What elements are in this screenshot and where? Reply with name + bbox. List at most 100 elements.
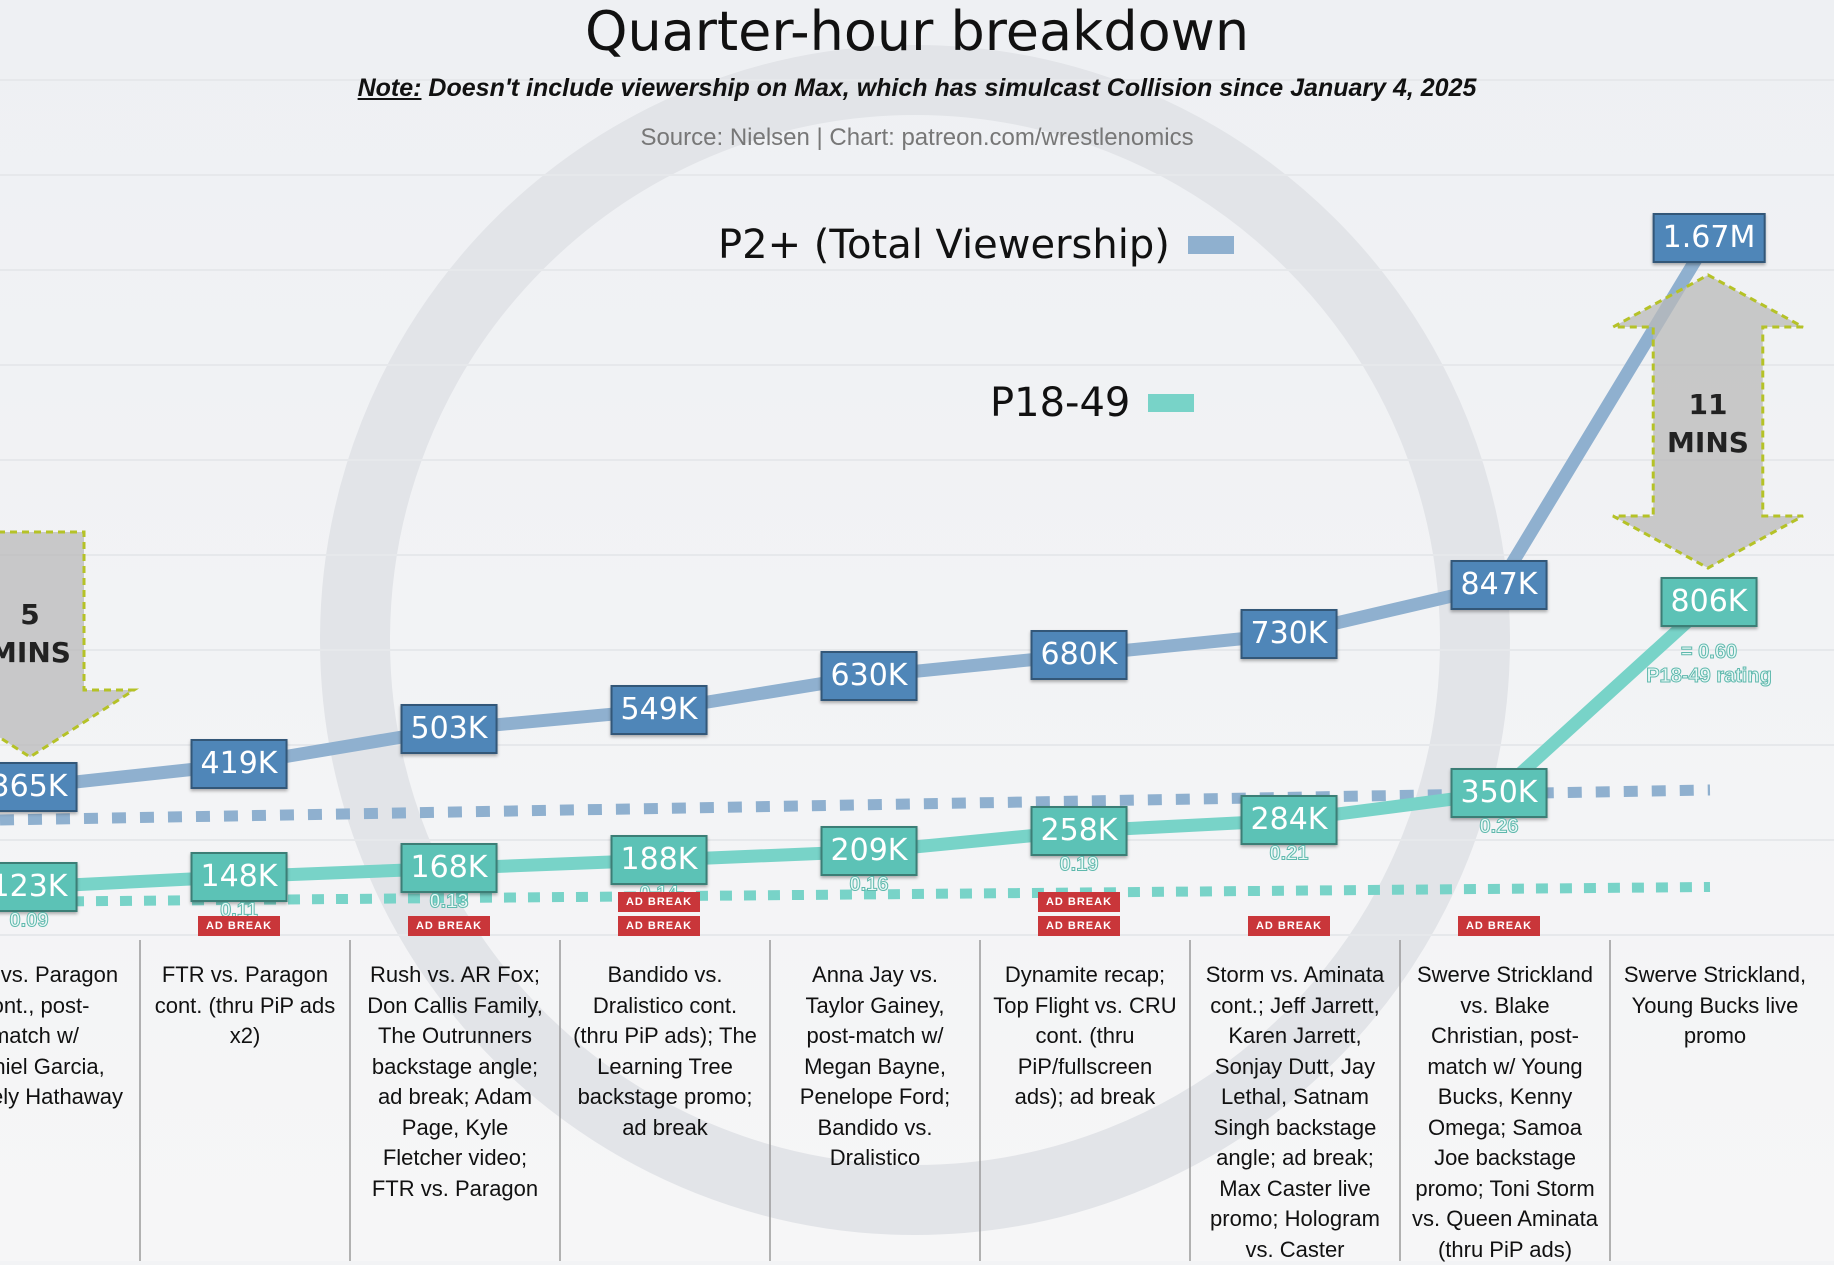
segment-line: cont. (thru PiP ads xyxy=(140,991,350,1022)
p18-value-label: 148K xyxy=(191,852,288,902)
segment-description: Rush vs. AR Fox;Don Callis Family,The Ou… xyxy=(350,960,560,1204)
segment-line: cont., post- xyxy=(0,991,140,1022)
segment-line: Anna Jay vs. xyxy=(770,960,980,991)
p2-value-label: 680K xyxy=(1031,630,1128,680)
segment-line: Bandido vs. xyxy=(770,1113,980,1144)
note-label: Note: xyxy=(358,74,422,102)
segment-line: angle; ad break; xyxy=(1190,1143,1400,1174)
p18-value-label: 350K xyxy=(1451,768,1548,818)
ad-break-tag: AD BREAK xyxy=(618,916,700,936)
p18-value-label: 168K xyxy=(401,843,498,893)
rating-note: = 0.60 P18-49 rating xyxy=(1646,640,1772,688)
segment-line: Dralistico cont. xyxy=(560,991,770,1022)
segment-line: match w/ Young xyxy=(1400,1052,1610,1083)
p2-value-label: 503K xyxy=(401,704,498,754)
p18-value-label: 284K xyxy=(1241,795,1338,845)
segment-line: ads); ad break xyxy=(980,1082,1190,1113)
ad-break-tag: AD BREAK xyxy=(1038,916,1120,936)
segment-line: Bucks, Kenny xyxy=(1400,1082,1610,1113)
p18-rating-label: 0.13 xyxy=(430,891,469,914)
legend-p18-swatch xyxy=(1148,394,1194,412)
note-text: Doesn't include viewership on Max, which… xyxy=(421,74,1476,102)
p18-value-label: 209K xyxy=(821,826,918,876)
ad-break-tag: AD BREAK xyxy=(618,892,700,912)
segment-line: Singh backstage xyxy=(1190,1113,1400,1144)
p2-value-label: 549K xyxy=(611,685,708,735)
segment-line: Don Callis Family, xyxy=(350,991,560,1022)
segment-line: promo; Toni Storm xyxy=(1400,1174,1610,1205)
p18-value-label: 123K xyxy=(0,862,77,912)
segment-line: Page, Kyle xyxy=(350,1113,560,1144)
p18-value-label: 806K xyxy=(1661,577,1758,627)
arrow-5-mins-label: 5 MINS xyxy=(0,596,80,672)
segment-line: vs. Caster xyxy=(1190,1235,1400,1265)
p2-value-label: 365K xyxy=(0,762,77,812)
segment-line: Omega; Samoa xyxy=(1400,1113,1610,1144)
segment-line: Learning Tree xyxy=(560,1052,770,1083)
p18-rating-label: 0.16 xyxy=(850,874,889,897)
segment-line: backstage angle; xyxy=(350,1052,560,1083)
segment-line: Daniel Garcia, xyxy=(0,1052,140,1083)
segment-line: match w/ xyxy=(0,1021,140,1052)
p2-value-label: 1.67M xyxy=(1653,213,1766,263)
p18-rating-label: 0.19 xyxy=(1060,854,1099,877)
legend-p2-swatch xyxy=(1188,236,1234,254)
segment-line: Lethal, Satnam xyxy=(1190,1082,1400,1113)
segment-line: Max Caster live xyxy=(1190,1174,1400,1205)
p2-value-label: 730K xyxy=(1241,609,1338,659)
segment-line: Dralistico xyxy=(770,1143,980,1174)
segment-line: Dynamite recap; xyxy=(980,960,1190,991)
p18-value-label: 188K xyxy=(611,835,708,885)
segment-line: cont. (thru xyxy=(980,1021,1190,1052)
segment-line: Christian, post- xyxy=(1400,1021,1610,1052)
segment-line: x2) xyxy=(140,1021,350,1052)
arrow-11-mins-label: 11 MINS xyxy=(1658,386,1758,462)
segment-line: Fletcher video; xyxy=(350,1143,560,1174)
ad-break-tag: AD BREAK xyxy=(1038,892,1120,912)
segment-line: Joe backstage xyxy=(1400,1143,1610,1174)
p18-value-label: 258K xyxy=(1031,806,1128,856)
segment-line: cont.; Jeff Jarrett, xyxy=(1190,991,1400,1022)
segment-line: Swerve Strickland, xyxy=(1610,960,1820,991)
segment-line: (thru PiP ads) xyxy=(1400,1235,1610,1265)
segment-line: ad break; Adam xyxy=(350,1082,560,1113)
segment-line: promo xyxy=(1610,1021,1820,1052)
ad-break-tag: AD BREAK xyxy=(408,916,490,936)
segment-description: Bandido vs.Dralistico cont.(thru PiP ads… xyxy=(560,960,770,1143)
ad-break-tag: AD BREAK xyxy=(198,916,280,936)
chart-source: Source: Nielsen | Chart: patreon.com/wre… xyxy=(0,124,1834,152)
segment-line: Swerve Strickland xyxy=(1400,960,1610,991)
p18-rating-label: 0.09 xyxy=(10,910,49,933)
chart-note: Note: Doesn't include viewership on Max,… xyxy=(0,74,1834,103)
segment-line: vs. Blake xyxy=(1400,991,1610,1022)
segment-line: FTR vs. Paragon xyxy=(140,960,350,991)
segment-line: Rush vs. AR Fox; xyxy=(350,960,560,991)
ad-break-tag: AD BREAK xyxy=(1458,916,1540,936)
p18-rating-label: 0.21 xyxy=(1270,843,1309,866)
segment-line: Bandido vs. xyxy=(560,960,770,991)
segment-line: Megan Bayne, xyxy=(770,1052,980,1083)
ad-break-tag: AD BREAK xyxy=(1248,916,1330,936)
p18-rating-label: 0.26 xyxy=(1480,816,1519,839)
legend-p2: P2+ (Total Viewership) xyxy=(718,222,1234,268)
segment-line: vs. Queen Aminata xyxy=(1400,1204,1610,1235)
segment-line: (thru PiP ads); The xyxy=(560,1021,770,1052)
segment-line: Sonjay Dutt, Jay xyxy=(1190,1052,1400,1083)
segment-line: Penelope Ford; xyxy=(770,1082,980,1113)
legend-p18: P18-49 xyxy=(990,380,1194,426)
p2-value-label: 847K xyxy=(1451,560,1548,610)
segment-line: Young Bucks live xyxy=(1610,991,1820,1022)
segment-line: The Outrunners xyxy=(350,1021,560,1052)
segment-line: promo; Hologram xyxy=(1190,1204,1400,1235)
segment-line: FTR vs. Paragon xyxy=(350,1174,560,1205)
segment-line: post-match w/ xyxy=(770,1021,980,1052)
legend-p18-label: P18-49 xyxy=(990,380,1130,426)
segment-line: FTR vs. Paragon xyxy=(0,960,140,991)
segment-line: Stokely Hathaway xyxy=(0,1082,140,1113)
